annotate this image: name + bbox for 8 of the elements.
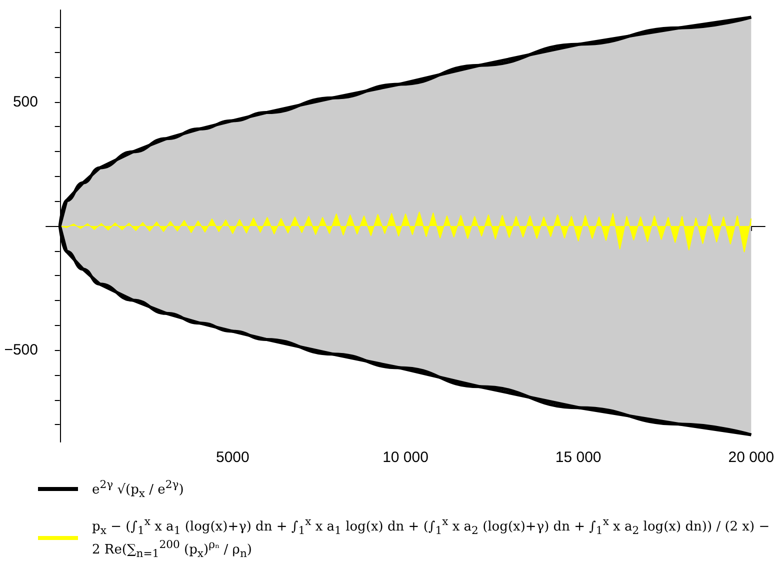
x-tick-label: 15 000 (555, 449, 602, 466)
x-tick-label: 5000 (216, 449, 250, 466)
x-tick-label: 10 000 (382, 449, 428, 466)
x-tick-label: 20 000 (728, 449, 774, 466)
text: p$_{x}$ − (∫$_{1}$$^{x}$ x a$_{1}$ (log(x)+γ) dn + ∫$_{1}$$^{x}$ x a$_{1}$ log(x) dn + (∫$_{1}$$^{x}$ x a$_{2}$ (log(x)+γ) dn + ∫$_{1}$$^{x}$ x a$_{2}$ log(x) dn)) / (2 x) − 2 Re(∑$_{n=1}$$^{200}$ (p$_{x}$)$^{ρₙ}$ / ρ$_{n}$) (92, 514, 770, 560)
y-tick-label: −500 (4, 342, 38, 359)
y-tick-label: 500 (12, 93, 38, 110)
legend-label: e$^{2γ}$ √(p$_{x}$ / e$^{2γ}$) (92, 478, 184, 501)
